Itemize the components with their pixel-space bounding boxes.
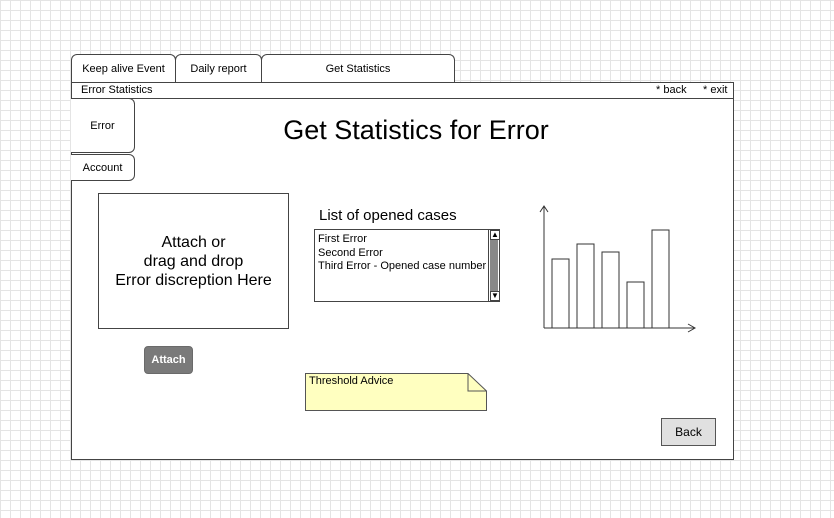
chart-bar: [626, 281, 645, 329]
list-item[interactable]: Second Error: [318, 247, 383, 259]
drop-zone-line: Error discreption Here: [115, 271, 272, 289]
tab-label: Keep alive Event: [82, 63, 165, 75]
attach-button[interactable]: Attach: [144, 346, 193, 374]
back-button[interactable]: Back: [661, 418, 716, 446]
y-axis-arrow-icon: [539, 205, 549, 213]
note-shape: [305, 373, 487, 411]
tab-get-statistics[interactable]: Get Statistics: [261, 54, 455, 83]
page-title: Get Statistics for Error: [283, 115, 549, 145]
back-link[interactable]: * back: [656, 84, 687, 96]
opened-cases-list[interactable]: First Error Second Error Third Error - O…: [314, 229, 500, 302]
chart-bar: [551, 258, 570, 329]
tab-daily-report[interactable]: Daily report: [175, 54, 262, 83]
scroll-down-icon[interactable]: ▼: [490, 291, 500, 301]
drop-zone-line: Attach or: [161, 233, 226, 251]
threshold-note-text: Threshold Advice: [309, 375, 394, 387]
cases-list-label: List of opened cases: [319, 207, 457, 224]
side-tab-account[interactable]: Account: [71, 154, 135, 181]
drop-zone-text: Attach or drag and drop Error discreptio…: [115, 233, 272, 290]
scroll-up-icon[interactable]: ▲: [490, 230, 500, 240]
window-title: Error Statistics: [81, 84, 153, 96]
tab-label: Daily report: [190, 63, 247, 75]
window-header: Error Statistics * back * exit: [71, 82, 734, 99]
tab-keep-alive-event[interactable]: Keep alive Event: [71, 54, 176, 83]
chart-bar: [576, 243, 595, 329]
list-item[interactable]: Third Error - Opened case number: [318, 260, 487, 272]
chart-bar: [651, 229, 670, 329]
scrollbar-thumb[interactable]: [490, 240, 498, 292]
chart-bar: [601, 251, 620, 329]
tab-label: Get Statistics: [325, 63, 391, 75]
note-fold: [467, 373, 487, 392]
bar-chart: [530, 200, 698, 335]
x-axis-arrow-icon: [687, 323, 697, 333]
exit-link[interactable]: * exit: [703, 84, 728, 96]
side-tab-label: Error: [90, 120, 115, 132]
drop-zone-line: drag and drop: [143, 252, 244, 270]
vertical-scrollbar[interactable]: ▲ ▼: [488, 230, 500, 301]
side-tab-error[interactable]: Error: [71, 98, 135, 153]
file-drop-zone[interactable]: Attach or drag and drop Error discreptio…: [98, 193, 289, 329]
bar-group: [551, 229, 670, 329]
side-tab-label: Account: [82, 162, 123, 174]
threshold-note: [305, 373, 487, 411]
list-item[interactable]: First Error: [318, 233, 367, 245]
